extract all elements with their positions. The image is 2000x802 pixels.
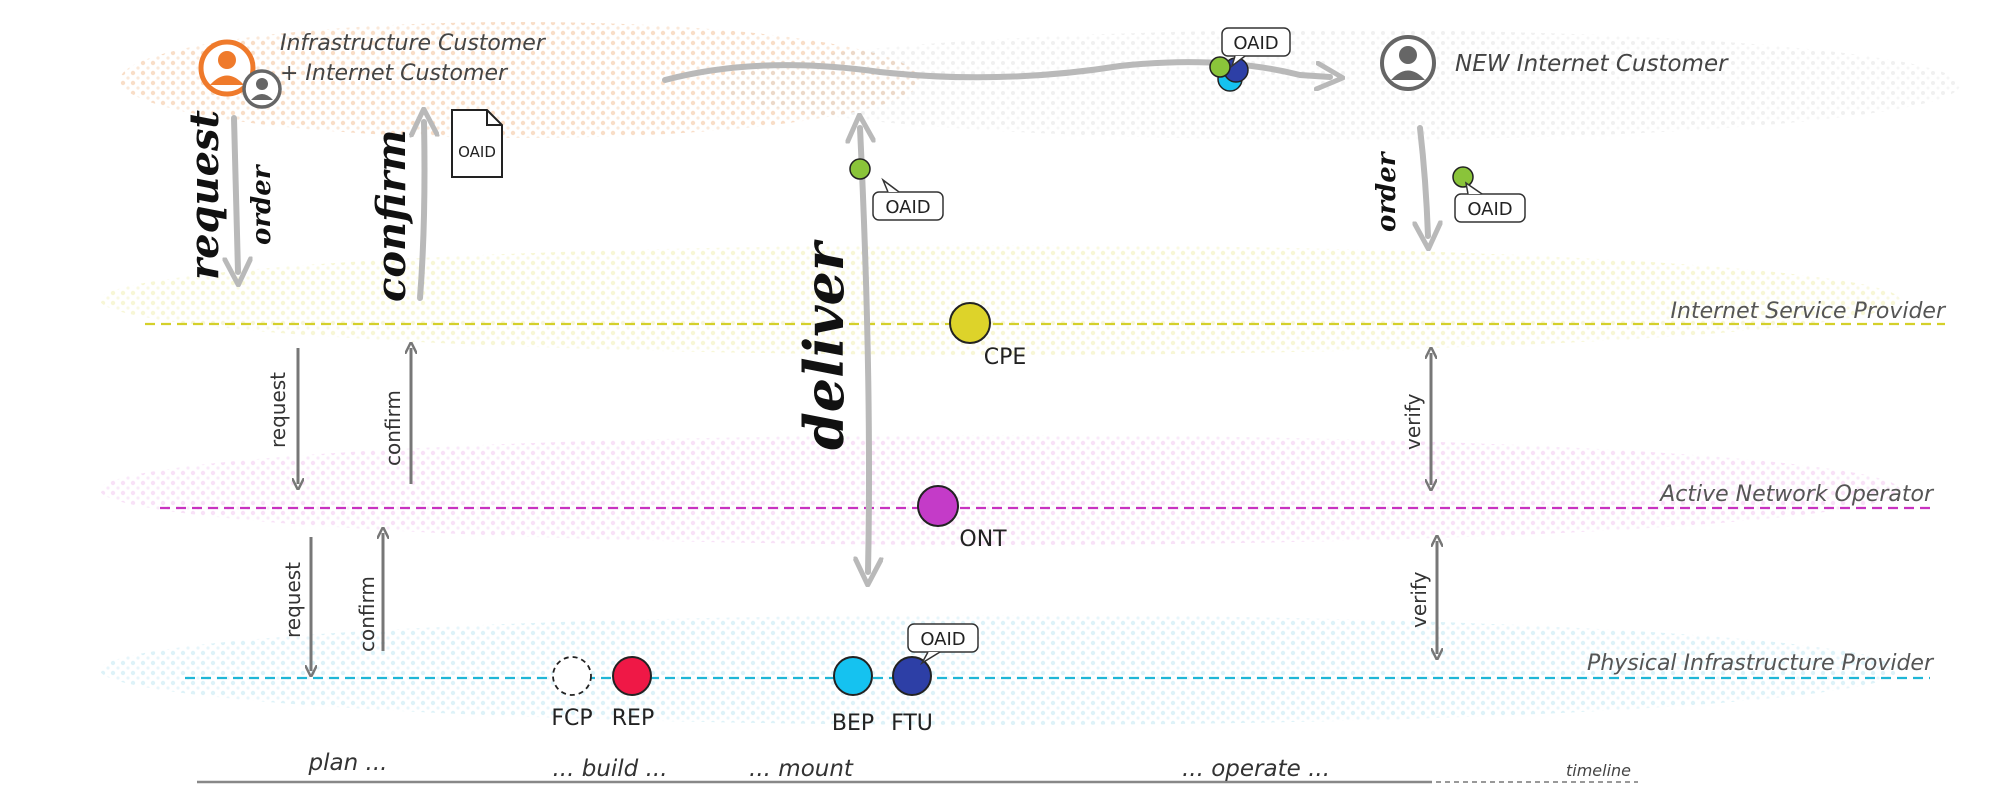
- request-big-arrow: [234, 115, 238, 272]
- confirm-ano-label: confirm: [355, 576, 379, 652]
- phase-plan: plan ...: [308, 750, 388, 776]
- oaid-document-icon: OAID: [451, 109, 503, 178]
- oaid-tag-ftu-text: OAID: [920, 629, 965, 650]
- verify-isp-label: verify: [1401, 393, 1425, 450]
- new-customer-user-icon: [1380, 35, 1436, 91]
- order-right-arrow: [1420, 125, 1428, 236]
- cpe-node: [949, 302, 991, 344]
- infra-customer-label-line1: Infrastructure Customer: [280, 31, 547, 56]
- confirm-isp-label: confirm: [381, 390, 405, 466]
- oaid-dot-cluster: [1209, 56, 1249, 92]
- lane-label-isp: Internet Service Provider: [1671, 299, 1947, 324]
- fcp-label: FCP: [551, 706, 592, 731]
- confirm-big-arrow: [420, 122, 425, 301]
- ont-node: [917, 485, 959, 527]
- ftu-node: [892, 656, 932, 696]
- rep-label: REP: [612, 706, 654, 731]
- phase-mount: ... mount: [749, 756, 854, 782]
- infra-customer-user-icon: [198, 39, 282, 109]
- oaid-dot-deliver: [849, 158, 871, 180]
- oaid-tag-top-text: OAID: [1233, 33, 1278, 54]
- oaid-tag-order-text: OAID: [1467, 199, 1512, 220]
- bep-node: [833, 656, 873, 696]
- order-right-label: order: [1372, 150, 1402, 232]
- phase-build: ... build ...: [552, 756, 667, 782]
- timeline-label: timeline: [1566, 761, 1631, 780]
- ano-band: [100, 435, 1900, 545]
- verify-ano-label: verify: [1407, 571, 1431, 628]
- oaid-tag-ftu: OAID: [907, 623, 979, 666]
- confirm-big-label: confirm: [368, 129, 415, 302]
- oaid-tag-deliver-text: OAID: [885, 197, 930, 218]
- rep-node: [612, 656, 652, 696]
- pip-band: [100, 615, 1900, 725]
- ont-label: ONT: [959, 527, 1007, 552]
- oaid-tag-top: OAID: [1221, 27, 1291, 69]
- ftu-label: FTU: [891, 711, 933, 736]
- lane-label-ano: Active Network Operator: [1658, 482, 1935, 507]
- oaid-dot-order: [1452, 166, 1474, 188]
- request-big-label: request: [181, 109, 228, 280]
- request-ano-label: request: [281, 562, 305, 638]
- new-customer-label: NEW Internet Customer: [1455, 51, 1729, 77]
- request-isp-label: request: [266, 372, 290, 448]
- order-left-label: order: [247, 163, 277, 245]
- deliver-label: deliver: [792, 239, 856, 450]
- oaid-tag-deliver: OAID: [872, 177, 944, 221]
- fcp-node: [552, 656, 592, 696]
- lane-label-pip: Physical Infrastructure Provider: [1587, 651, 1935, 676]
- infra-customer-label-line2: + Internet Customer: [280, 61, 509, 86]
- cpe-label: CPE: [984, 345, 1027, 370]
- oaid-tag-order: OAID: [1454, 181, 1526, 223]
- oaid-doc-text: OAID: [458, 143, 496, 161]
- isp-band: [100, 245, 1900, 355]
- bep-label: BEP: [832, 711, 874, 736]
- phase-operate: ... operate ...: [1182, 756, 1330, 782]
- deliver-arrow: [860, 128, 869, 572]
